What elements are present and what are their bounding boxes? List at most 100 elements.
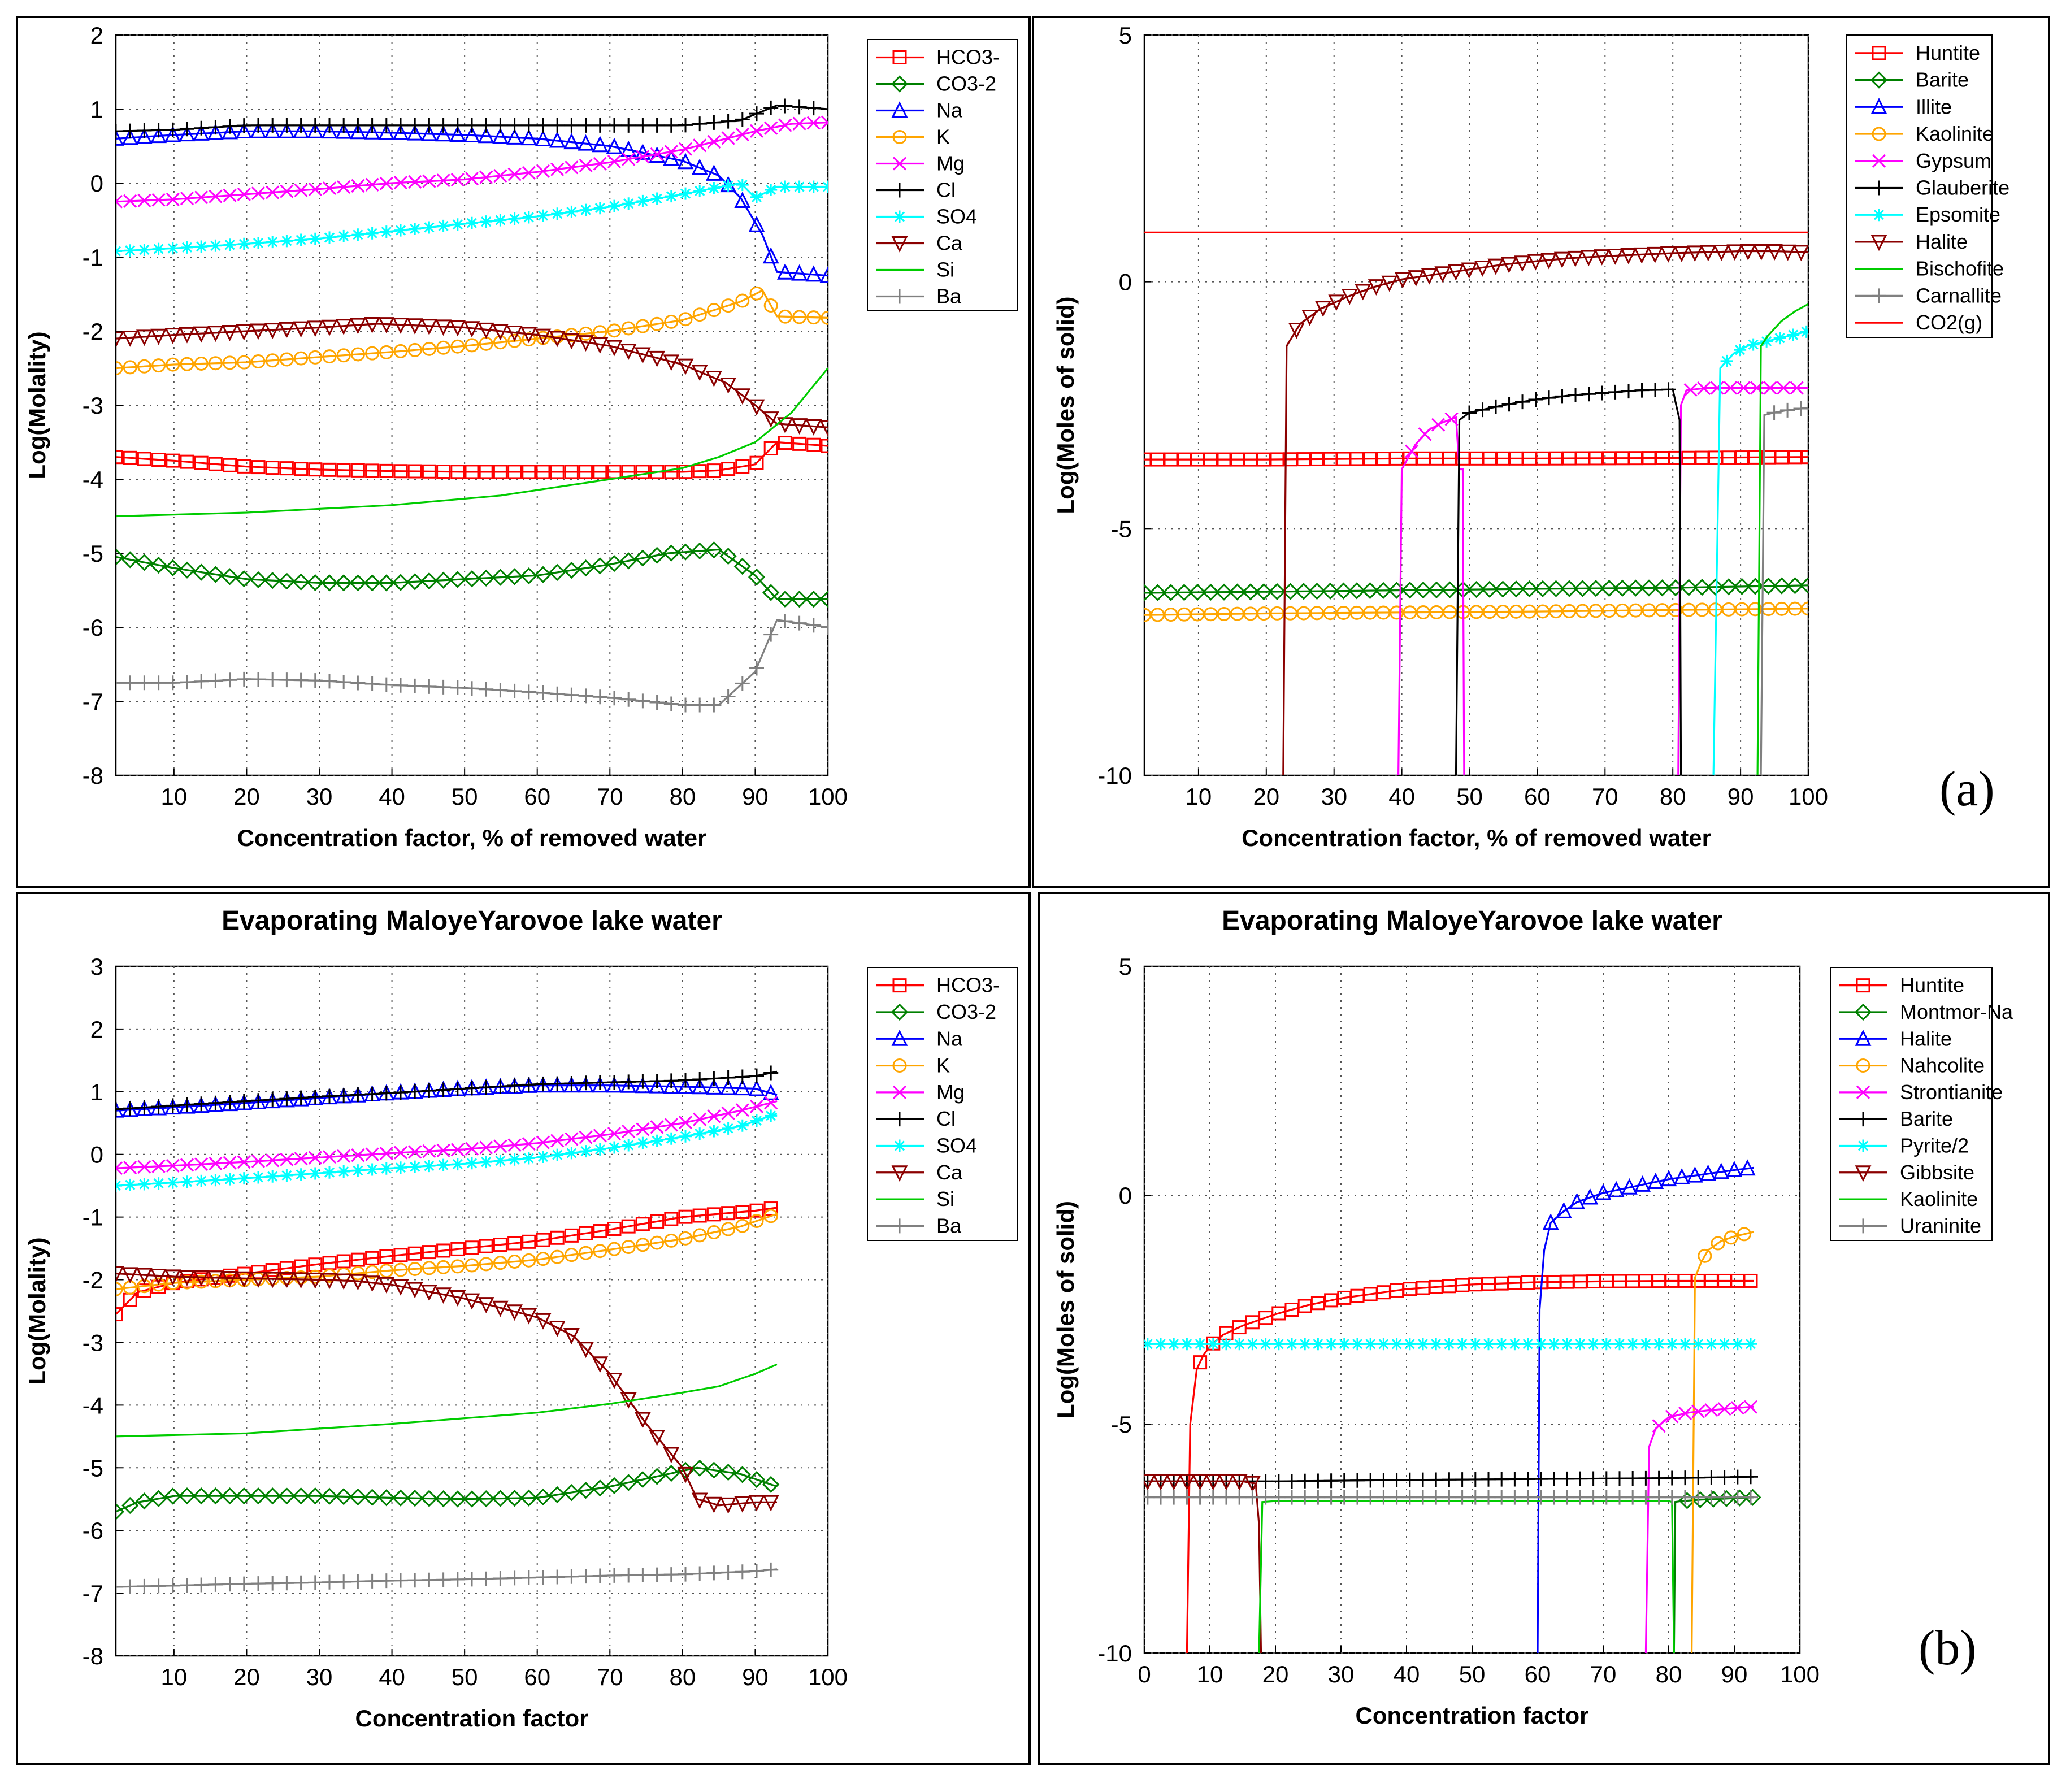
data-point-ca [691,1492,708,1509]
data-point-k [422,1261,436,1275]
data-point-mg [337,180,351,194]
data-point-so4 [765,1109,778,1122]
data-point-k [137,1279,151,1294]
data-point-cl [592,1075,607,1090]
data-point-co3-2 [620,552,637,570]
data-point-kaolinite [1376,605,1391,620]
data-point-barite [1773,577,1791,595]
data-point-kaolinite [1602,604,1616,618]
data-point-na [222,123,238,140]
series-kaolinite [1258,1500,1675,1653]
data-point-ca [293,1272,310,1289]
data-point-hco3 [650,1214,665,1229]
data-point-na [449,125,466,142]
data-point-ba [265,1576,280,1591]
data-point-mg [266,1153,280,1168]
data-point-nahcolite [1698,1248,1712,1263]
data-point-co3-2 [605,555,623,572]
data-point-pyrite-2 [1744,1338,1757,1351]
data-point-halite [1673,1168,1690,1184]
data-point-hco3 [166,453,180,468]
data-point-mg [735,128,749,142]
data-point-hco3 [735,1204,750,1219]
data-point-barite [1335,582,1352,600]
data-point-k [493,1256,507,1270]
data-point-barite [1520,1472,1535,1487]
data-point-barite [1691,1470,1706,1485]
data-point-k [350,1266,365,1281]
data-point-kaolinite [1336,606,1351,621]
data-point-na [520,129,537,146]
data-point-ba [222,672,237,688]
data-point-cl [293,1090,309,1105]
data-point-pyrite-2 [1679,1338,1691,1351]
data-point-so4 [394,224,407,237]
data-point-cl [364,118,380,133]
legend-marker-mg [892,157,907,171]
data-point-so4 [223,1173,236,1186]
data-point-halite [1660,246,1677,263]
data-point-k [735,293,750,308]
data-point-hco3 [806,437,821,452]
data-point-uraninite [1560,1490,1575,1505]
data-point-mg [764,1096,778,1110]
series-co3-2 [116,1459,780,1521]
data-point-mg [436,1143,450,1157]
data-point-hco3 [336,463,351,478]
legend-marker-halite [1855,1029,1872,1046]
data-point-co3-2 [235,570,253,588]
data-point-cl [265,1092,280,1107]
data-point-hco3 [536,1233,550,1247]
data-point-ba [436,1572,451,1587]
data-point-halite [1487,258,1504,275]
data-point-k [350,347,365,362]
data-point-hco3 [522,1234,536,1249]
data-point-ba [322,1574,337,1590]
legend-label-ba: Ba [936,285,962,308]
data-point-halite [1553,251,1570,268]
legend-label-bischofite: Bischofite [1916,257,2004,280]
data-point-so4 [181,241,193,254]
data-point-k [806,310,821,325]
data-point-pyrite-2 [1167,1338,1180,1351]
data-point-uraninite [1153,1490,1168,1505]
data-point-uraninite [1271,1490,1286,1505]
data-point-hco3 [208,457,223,471]
data-point-k [279,352,294,367]
data-point-epsomite [1734,344,1747,357]
data-point-barite [1321,582,1339,600]
data-point-ca [578,1342,594,1359]
data-point-co3-2 [193,1487,210,1505]
data-point-so4 [579,203,592,216]
data-point-co3-2 [520,1489,537,1507]
data-point-na [578,1076,594,1093]
data-point-ca [121,330,138,347]
data-point-halite [1567,250,1584,267]
data-point-na [164,1098,181,1115]
data-point-ca [463,321,480,338]
data-point-so4 [280,235,293,248]
data-point-uraninite [1586,1490,1601,1505]
data-point-glauberite [1528,392,1543,407]
data-point-mg [693,138,707,153]
data-point-k [308,350,323,365]
data-point-barite [1401,582,1419,599]
data-point-so4 [337,229,350,242]
data-point-na [307,122,324,138]
x-tick-label: 60 [524,1664,550,1690]
data-point-na [606,137,623,154]
data-point-glauberite [1634,383,1650,398]
data-point-uraninite [1717,1490,1732,1505]
legend-marker-uraninite [1856,1218,1870,1234]
data-point-k [479,1257,493,1272]
data-point-k [650,1235,665,1250]
data-point-na [321,122,338,139]
legend-label-barite: Barite [1900,1107,1953,1130]
data-point-hco3 [123,450,137,465]
y-axis-label: Log(Molality) [24,1237,50,1385]
data-point-pyrite-2 [1443,1338,1456,1351]
data-point-barite [1730,1469,1745,1485]
data-point-so4 [266,236,279,249]
series-strontianite [1644,1400,1758,1653]
data-point-ba [194,1577,209,1593]
